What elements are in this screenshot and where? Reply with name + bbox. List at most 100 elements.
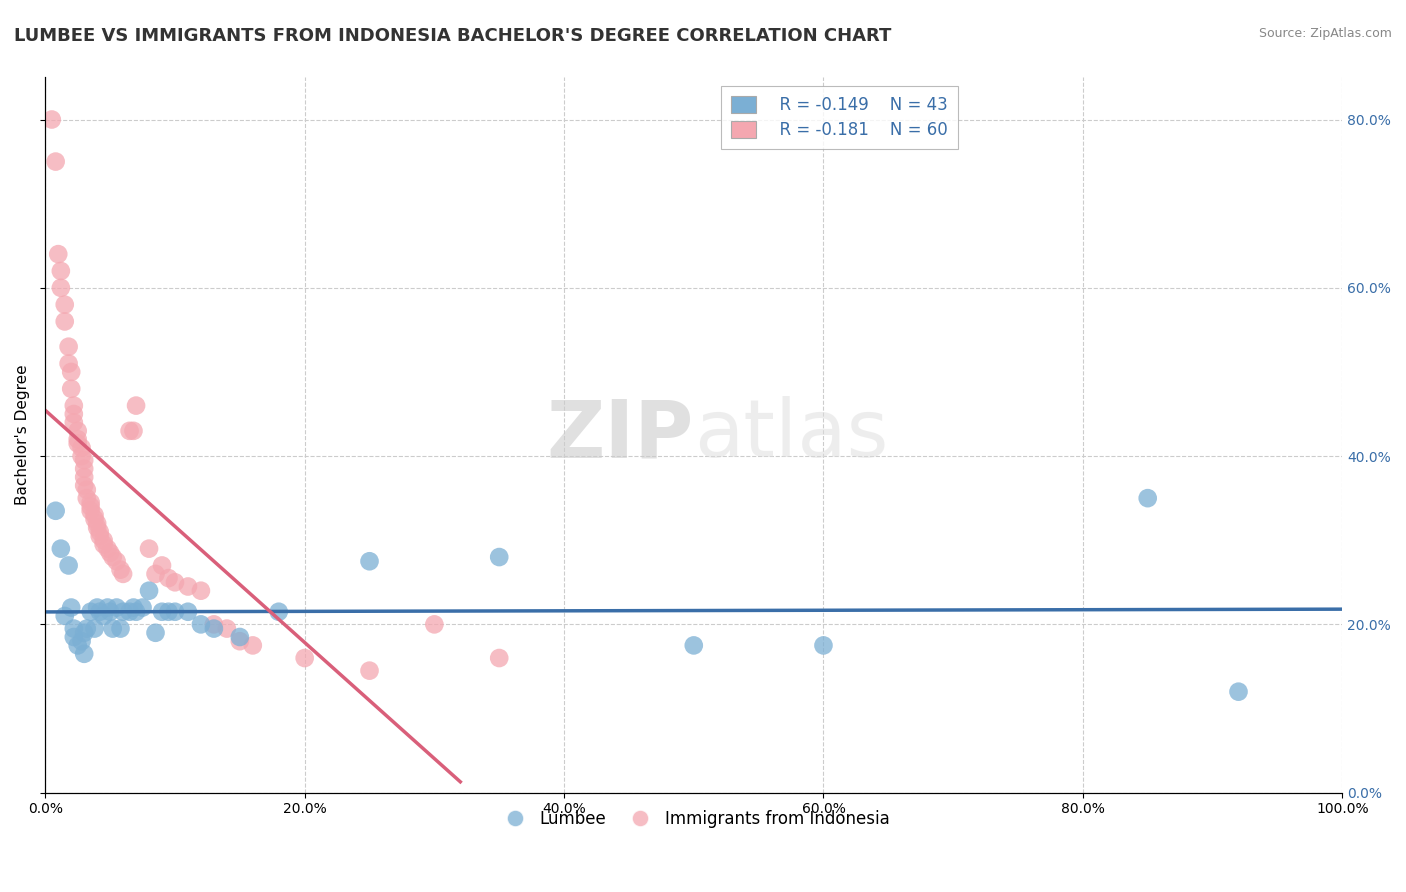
Point bbox=[177, 605, 200, 619]
Point bbox=[138, 541, 160, 556]
Point bbox=[73, 647, 96, 661]
Point bbox=[101, 550, 124, 565]
Point bbox=[1136, 491, 1159, 505]
Point bbox=[49, 281, 72, 295]
Point bbox=[66, 432, 89, 446]
Point bbox=[46, 247, 69, 261]
Point bbox=[79, 500, 101, 514]
Point bbox=[93, 533, 115, 548]
Point bbox=[73, 625, 96, 640]
Point bbox=[150, 558, 173, 573]
Point bbox=[96, 600, 118, 615]
Point bbox=[86, 520, 108, 534]
Point bbox=[190, 583, 212, 598]
Point bbox=[682, 639, 704, 653]
Point bbox=[73, 453, 96, 467]
Point bbox=[118, 424, 141, 438]
Point bbox=[488, 550, 510, 565]
Point bbox=[110, 563, 132, 577]
Point bbox=[70, 449, 93, 463]
Point bbox=[41, 112, 63, 127]
Point bbox=[105, 554, 128, 568]
Point bbox=[45, 504, 67, 518]
Point bbox=[76, 483, 98, 497]
Point bbox=[58, 357, 80, 371]
Point bbox=[62, 399, 84, 413]
Point bbox=[83, 622, 105, 636]
Point bbox=[1227, 684, 1250, 698]
Point bbox=[101, 622, 124, 636]
Point bbox=[202, 622, 225, 636]
Point bbox=[70, 634, 93, 648]
Point bbox=[93, 537, 115, 551]
Point bbox=[58, 340, 80, 354]
Point bbox=[83, 512, 105, 526]
Point bbox=[49, 264, 72, 278]
Point bbox=[60, 365, 83, 379]
Point bbox=[62, 416, 84, 430]
Point bbox=[62, 630, 84, 644]
Text: atlas: atlas bbox=[693, 396, 889, 474]
Point bbox=[89, 524, 111, 539]
Point bbox=[110, 622, 132, 636]
Point bbox=[89, 605, 111, 619]
Point bbox=[242, 639, 264, 653]
Point bbox=[359, 664, 381, 678]
Point bbox=[229, 630, 252, 644]
Point bbox=[86, 600, 108, 615]
Point bbox=[118, 605, 141, 619]
Point bbox=[125, 399, 148, 413]
Point bbox=[79, 495, 101, 509]
Point bbox=[177, 580, 200, 594]
Point bbox=[76, 622, 98, 636]
Legend: Lumbee, Immigrants from Indonesia: Lumbee, Immigrants from Indonesia bbox=[491, 803, 896, 834]
Point bbox=[112, 605, 135, 619]
Point bbox=[163, 605, 186, 619]
Point bbox=[66, 424, 89, 438]
Text: Source: ZipAtlas.com: Source: ZipAtlas.com bbox=[1258, 27, 1392, 40]
Point bbox=[813, 639, 835, 653]
Point bbox=[145, 625, 167, 640]
Point bbox=[53, 314, 76, 328]
Point bbox=[98, 605, 121, 619]
Point bbox=[138, 583, 160, 598]
Point bbox=[53, 609, 76, 624]
Point bbox=[83, 508, 105, 522]
Point bbox=[163, 575, 186, 590]
Point bbox=[73, 470, 96, 484]
Point bbox=[66, 436, 89, 450]
Point bbox=[229, 634, 252, 648]
Point bbox=[145, 566, 167, 581]
Point bbox=[98, 546, 121, 560]
Y-axis label: Bachelor's Degree: Bachelor's Degree bbox=[15, 365, 30, 506]
Point bbox=[488, 651, 510, 665]
Point bbox=[79, 504, 101, 518]
Point bbox=[89, 529, 111, 543]
Point bbox=[66, 639, 89, 653]
Point bbox=[122, 424, 145, 438]
Point bbox=[86, 516, 108, 531]
Point bbox=[60, 600, 83, 615]
Point bbox=[267, 605, 290, 619]
Point bbox=[294, 651, 316, 665]
Point bbox=[202, 617, 225, 632]
Point bbox=[79, 605, 101, 619]
Point bbox=[125, 605, 148, 619]
Point bbox=[53, 298, 76, 312]
Point bbox=[157, 571, 180, 585]
Point bbox=[70, 441, 93, 455]
Point bbox=[423, 617, 446, 632]
Point bbox=[76, 491, 98, 505]
Point bbox=[157, 605, 180, 619]
Point bbox=[58, 558, 80, 573]
Text: ZIP: ZIP bbox=[547, 396, 693, 474]
Point bbox=[49, 541, 72, 556]
Point bbox=[215, 622, 238, 636]
Point bbox=[105, 600, 128, 615]
Point bbox=[62, 407, 84, 421]
Point bbox=[62, 622, 84, 636]
Point bbox=[359, 554, 381, 568]
Point bbox=[96, 541, 118, 556]
Point bbox=[150, 605, 173, 619]
Point bbox=[93, 609, 115, 624]
